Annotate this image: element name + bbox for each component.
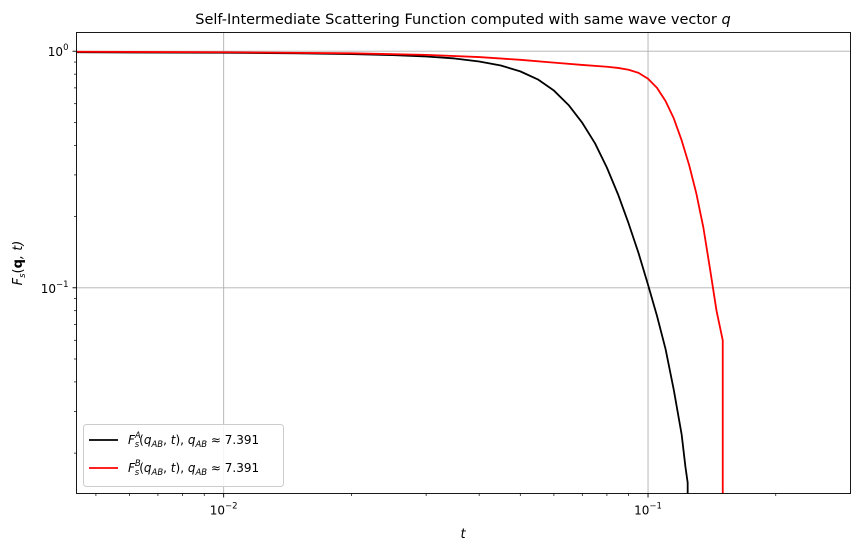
plot-area bbox=[76, 32, 851, 494]
chart-title-var: q bbox=[721, 12, 730, 28]
series-line-1 bbox=[76, 50, 724, 494]
chart-title: Self-Intermediate Scattering Function co… bbox=[195, 12, 730, 28]
major-ticks: 10−2 10−1 100 10−1 bbox=[41, 43, 662, 517]
x-tick-label: 10−1 bbox=[634, 502, 662, 518]
chart-title-text: Self-Intermediate Scattering Function co… bbox=[195, 12, 717, 28]
legend: FA s(qAB, t), qAB ≈ 7.391 FB s(qAB, t), qA… bbox=[83, 424, 284, 487]
y-axis-label: Fs(q, t) bbox=[11, 241, 28, 286]
legend-label-b: FB s(qAB, t), qAB ≈ 7.391 bbox=[128, 459, 259, 478]
y-tick-label: 10−1 bbox=[41, 280, 69, 296]
legend-box bbox=[83, 424, 284, 487]
x-axis-label: t bbox=[460, 527, 466, 542]
plot-frame bbox=[76, 32, 851, 494]
x-tick-label: 10−2 bbox=[210, 502, 238, 518]
legend-label-a: FA s(qAB, t), qAB ≈ 7.391 bbox=[128, 431, 259, 450]
series-layer bbox=[76, 50, 724, 494]
grid bbox=[76, 32, 851, 494]
y-tick-label: 100 bbox=[48, 43, 69, 59]
series-line-0 bbox=[76, 51, 689, 494]
